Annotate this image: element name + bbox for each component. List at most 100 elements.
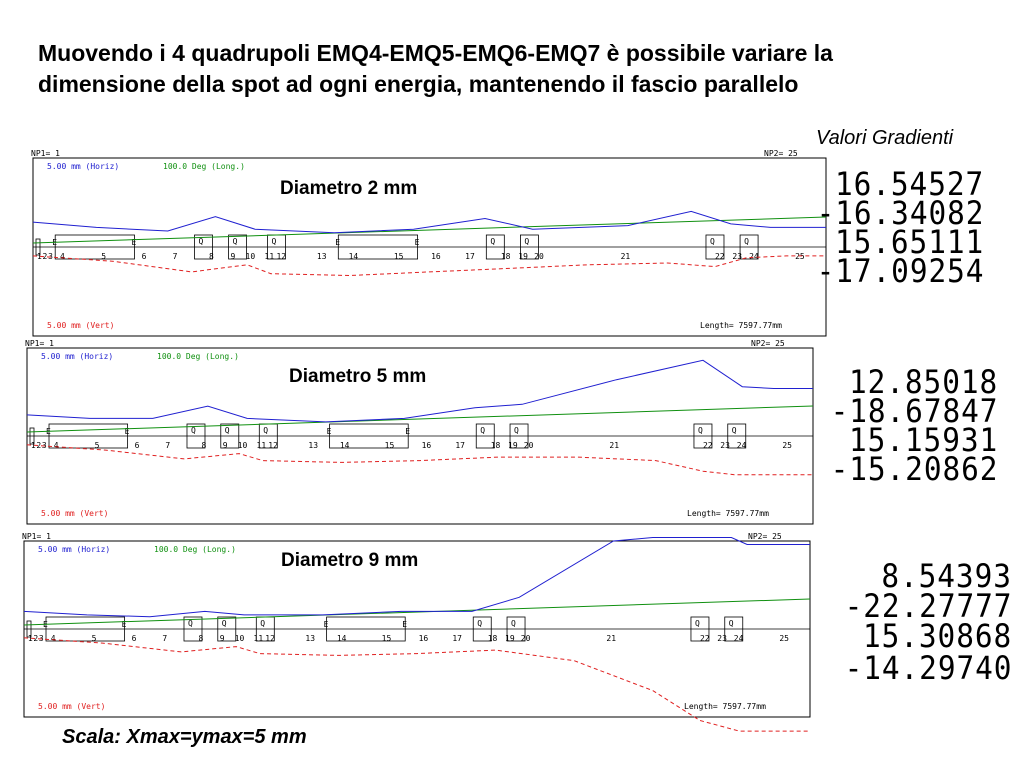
element-number: 11 <box>257 441 267 450</box>
element-number: 11 <box>254 634 264 643</box>
quadrupole-label: Q <box>524 237 529 246</box>
quadrupole-label: Q <box>710 237 715 246</box>
element-number: 18 <box>501 252 511 261</box>
gradient-value-emq5: -22.27777 <box>844 587 1012 625</box>
panel-title: Diametro 2 mm <box>280 178 417 199</box>
quadrupole-box <box>693 423 713 449</box>
element-number: 12 <box>268 441 278 450</box>
vert-scale-label: 5.00 mm (Vert) <box>38 702 105 711</box>
quadrupole-label: Q <box>480 426 485 435</box>
quadrupole-box <box>472 616 492 642</box>
quadrupole-box <box>194 234 213 260</box>
element-type-label: E <box>132 238 137 247</box>
element-number: 9 <box>223 441 228 450</box>
element-box <box>54 234 135 260</box>
element-number: 5 <box>101 252 106 261</box>
element-box <box>337 234 419 260</box>
quadrupole-label: Q <box>729 619 734 628</box>
element-number: 18 <box>488 634 498 643</box>
np1-label: NP1= 1 <box>22 532 51 541</box>
np2-label: NP2= 25 <box>764 149 798 158</box>
element-box <box>326 616 406 642</box>
element-number: 9 <box>220 634 225 643</box>
beamline-panel-2: NP1= 1 NP2= 25 5.00 mm (Horiz) 100.0 Deg (L… <box>25 339 814 525</box>
element-number: 25 <box>779 634 789 643</box>
panel-title: Diametro 9 mm <box>281 550 418 571</box>
entrance-marker <box>29 427 35 445</box>
element-number: 6 <box>132 634 137 643</box>
quadrupole-label: Q <box>695 619 700 628</box>
length-label: Length= 7597.77mm <box>687 509 769 518</box>
quadrupole-label: Q <box>732 426 737 435</box>
quadrupole-box <box>485 234 505 260</box>
element-number: 14 <box>340 441 350 450</box>
element-box <box>48 423 129 449</box>
long-scale-label: 100.0 Deg (Long.) <box>163 162 245 171</box>
element-number: 7 <box>173 252 178 261</box>
longitudinal-phase-line <box>26 405 814 433</box>
element-number: 6 <box>135 441 140 450</box>
quadrupole-label: Q <box>477 619 482 628</box>
element-number: 19 <box>505 634 515 643</box>
element-number: 21 <box>606 634 616 643</box>
np2-label: NP2= 25 <box>748 532 782 541</box>
vertical-envelope <box>26 444 813 476</box>
element-number: 1 <box>28 634 33 643</box>
element-number: 23 <box>720 441 730 450</box>
long-scale-label: 100.0 Deg (Long.) <box>157 352 239 361</box>
gradient-value-emq6: 15.15931 <box>848 421 998 459</box>
element-number: 22 <box>715 252 725 261</box>
horiz-scale-label: 5.00 mm (Horiz) <box>38 545 110 554</box>
gradient-value-emq6: 15.30868 <box>862 617 1012 655</box>
quadrupole-label: Q <box>271 237 276 246</box>
element-number: 22 <box>703 441 713 450</box>
quadrupole-box <box>506 616 526 642</box>
element-number: 13 <box>317 252 327 261</box>
quadrupole-box <box>739 234 759 260</box>
element-type-label: E <box>405 427 410 436</box>
beamline-panel-3: NP1= 1 NP2= 25 5.00 mm (Horiz) 100.0 Deg (L… <box>22 532 811 732</box>
horiz-scale-label: 5.00 mm (Horiz) <box>47 162 119 171</box>
slide-heading: Muovendo i 4 quadrupoli EMQ4-EMQ5-EMQ6-E… <box>38 40 833 97</box>
element-number: 21 <box>621 252 631 261</box>
element-type-label: E <box>415 238 420 247</box>
element-number: 3 <box>48 252 53 261</box>
quadrupole-box <box>475 423 495 449</box>
element-number: 18 <box>491 441 501 450</box>
element-number: 16 <box>422 441 432 450</box>
quadrupole-label: Q <box>490 237 495 246</box>
element-number: 16 <box>431 252 441 261</box>
beamline-panel-1: NP1= 1 NP2= 25 5.00 mm (Horiz) 100.0 Deg (L… <box>31 149 827 337</box>
panel-title-backdrop <box>278 178 420 199</box>
length-label: Length= 7597.77mm <box>700 321 782 330</box>
np1-label: NP1= 1 <box>25 339 54 348</box>
element-number: 24 <box>749 252 759 261</box>
element-number: 20 <box>521 634 531 643</box>
horiz-scale-label: 5.00 mm (Horiz) <box>41 352 113 361</box>
gradient-value-emq7: -15.20862 <box>830 450 998 488</box>
element-number: 17 <box>465 252 475 261</box>
element-type-label: E <box>327 427 332 436</box>
vert-scale-label: 5.00 mm (Vert) <box>47 321 114 330</box>
quadrupole-label: Q <box>260 619 265 628</box>
quadrupole-label: Q <box>233 237 238 246</box>
quadrupole-box <box>727 423 747 449</box>
element-number: 5 <box>92 634 97 643</box>
element-number: 1 <box>37 252 42 261</box>
longitudinal-phase-line <box>23 598 811 626</box>
longitudinal-phase-line <box>32 216 827 244</box>
panel-title-backdrop <box>279 550 421 571</box>
quadrupole-box <box>690 616 710 642</box>
element-number: 12 <box>265 634 275 643</box>
element-number: 10 <box>235 634 245 643</box>
element-box <box>45 616 126 642</box>
element-number: 10 <box>238 441 248 450</box>
quadrupole-box <box>217 616 237 642</box>
element-number: 22 <box>700 634 710 643</box>
vertical-envelope <box>23 637 810 732</box>
quadrupole-label: Q <box>511 619 516 628</box>
element-number: 2 <box>43 252 48 261</box>
element-number: 15 <box>385 441 395 450</box>
element-number: 9 <box>230 252 235 261</box>
element-number: 5 <box>95 441 100 450</box>
